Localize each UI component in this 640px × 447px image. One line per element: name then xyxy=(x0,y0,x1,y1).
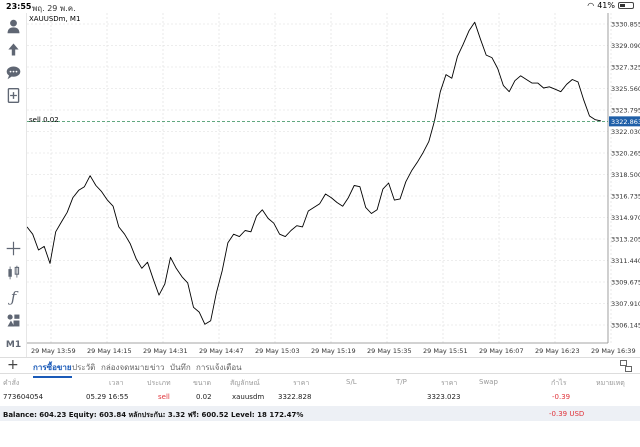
price-tick-label: 3318.500 xyxy=(611,171,640,179)
chart-symbol-label: XAUUSDm, M1 xyxy=(29,15,81,23)
add-icon[interactable]: + xyxy=(7,357,19,373)
cell-time: 05.29 16:55 xyxy=(86,393,129,401)
current-price-label: 3322.863 xyxy=(611,118,640,126)
chart-canvas[interactable]: 29 May 13:59 29 May 14:15 29 May 14:31 29 M… xyxy=(26,13,640,357)
time-tick-label: 29 May 16:23 xyxy=(535,347,580,355)
header-time: เวลา xyxy=(109,379,124,387)
time-tick-label: 29 May 16:07 xyxy=(479,347,524,355)
status-time: 23:55 xyxy=(6,2,32,11)
time-tick-label: 29 May 15:03 xyxy=(255,347,300,355)
header-order: คำสั่ง xyxy=(3,379,20,387)
price-series-line xyxy=(26,21,602,325)
header-type: ประเภท xyxy=(147,379,171,387)
trade-icon[interactable] xyxy=(4,40,23,59)
bottom-tab-bar: + การซื้อขาย ประวัติ กล่องจดหมาย ข่าว บั… xyxy=(0,357,640,378)
tab-history[interactable]: ประวัติ xyxy=(72,363,96,372)
total-profit-currency: USD xyxy=(569,410,585,418)
price-tick-label: 3323.795 xyxy=(611,107,640,115)
layout-icon[interactable] xyxy=(620,360,632,372)
time-tick-label: 29 May 13:59 xyxy=(31,347,76,355)
cell-symbol: xauusdm xyxy=(232,393,265,401)
price-tick-label: 3316.735 xyxy=(611,193,640,201)
time-tick-label: 29 May 15:35 xyxy=(367,347,412,355)
objects-icon[interactable] xyxy=(4,311,23,330)
price-tick-label: 3325.560 xyxy=(611,85,640,93)
current-price-badge xyxy=(609,116,640,127)
header-current-price: ราคา xyxy=(441,379,458,387)
sell-line-label[interactable]: sell 0.02 xyxy=(29,116,59,124)
indicators-icon[interactable] xyxy=(4,263,23,282)
header-tp: T/P xyxy=(396,378,407,386)
price-tick-label: 3330.855 xyxy=(611,21,640,29)
cell-price: 3322.828 xyxy=(278,393,312,401)
tab-alerts[interactable]: การแจ้งเตือน xyxy=(196,363,242,372)
balance-bar: Balance: 604.23 Equity: 603.84 หลักประกั… xyxy=(0,406,640,421)
timeframe-button[interactable]: M1 xyxy=(5,339,22,350)
time-tick-label: 29 May 14:47 xyxy=(199,347,244,355)
orders-table-header: คำสั่ง เวลา ประเภท ขนาด สัญลักษณ์ ราคา S… xyxy=(0,375,640,389)
price-tick-label: 3309.675 xyxy=(611,279,640,287)
header-price: ราคา xyxy=(293,379,310,387)
chat-icon[interactable] xyxy=(4,63,23,82)
balance-summary: Balance: 604.23 Equity: 603.84 หลักประกั… xyxy=(3,411,304,419)
time-tick-label: 29 May 14:15 xyxy=(87,347,132,355)
time-tick-label: 29 May 16:39 xyxy=(591,347,636,355)
price-tick-label: 3329.090 xyxy=(611,42,640,50)
price-tick-label: 3313.205 xyxy=(611,236,640,244)
time-tick-label: 29 May 15:51 xyxy=(423,347,468,355)
table-row[interactable]: 773604054 05.29 16:55 sell 0.02 xauusdm … xyxy=(0,390,640,406)
price-chart[interactable]: 29 May 13:59 29 May 14:15 29 May 14:31 29 M… xyxy=(26,13,640,357)
header-sl: S/L xyxy=(346,378,357,386)
price-tick-label: 3311.440 xyxy=(611,257,640,265)
cell-profit: -0.39 xyxy=(552,393,571,401)
total-profit-value: -0.39 xyxy=(549,410,568,418)
tab-mailbox[interactable]: กล่องจดหมาย xyxy=(101,363,150,372)
price-tick-label: 3327.325 xyxy=(611,64,640,72)
cell-type: sell xyxy=(158,393,170,401)
profile-icon[interactable] xyxy=(4,17,23,36)
header-profit: กำไร xyxy=(551,379,567,387)
header-comment: หมายเหตุ xyxy=(596,379,625,387)
wifi-icon: ◠ xyxy=(587,1,595,10)
status-date: พฤ. 29 พ.ค. xyxy=(32,4,76,13)
tab-trade[interactable]: การซื้อขาย xyxy=(33,363,72,378)
header-swap: Swap xyxy=(479,378,498,386)
tab-journal[interactable]: บันทึก xyxy=(170,363,191,372)
total-profit: -0.39 USD xyxy=(549,410,584,418)
price-tick-label: 3322.030 xyxy=(611,128,640,136)
battery-percent: 41% xyxy=(597,1,615,10)
header-symbol: สัญลักษณ์ xyxy=(230,379,260,387)
battery-icon xyxy=(618,2,634,9)
cell-volume: 0.02 xyxy=(196,393,212,401)
crosshair-icon[interactable] xyxy=(4,239,23,258)
left-toolbar: ƒ M1 xyxy=(0,13,27,371)
status-right: ◠ 41% xyxy=(587,1,634,10)
price-tick-label: 3307.910 xyxy=(611,300,640,308)
price-tick-label: 3314.970 xyxy=(611,214,640,222)
time-tick-label: 29 May 15:19 xyxy=(311,347,356,355)
new-order-icon[interactable] xyxy=(4,86,23,105)
function-icon[interactable]: ƒ xyxy=(10,287,17,306)
header-volume: ขนาด xyxy=(193,379,212,387)
price-tick-label: 3320.265 xyxy=(611,150,640,158)
price-tick-label: 3306.145 xyxy=(611,322,640,330)
cell-order: 773604054 xyxy=(3,393,44,401)
cell-current-price: 3323.023 xyxy=(427,393,461,401)
tab-news[interactable]: ข่าว xyxy=(150,363,165,372)
status-bar: 23:55 พฤ. 29 พ.ค. ◠ 41% xyxy=(0,0,640,13)
time-tick-label: 29 May 14:31 xyxy=(143,347,188,355)
